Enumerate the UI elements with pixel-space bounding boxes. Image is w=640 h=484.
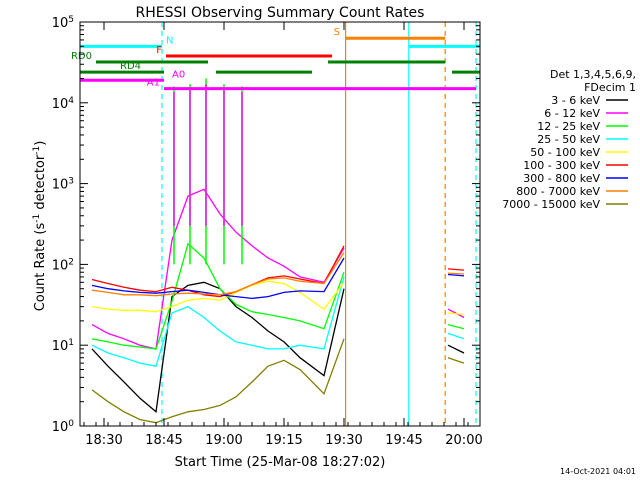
legend-label: 800 - 7000 keV (516, 185, 600, 198)
series-line (91, 280, 465, 316)
legend-header-decimation: FDecim 1 (584, 81, 636, 94)
legend-label: 7000 - 15000 keV (502, 198, 600, 211)
legend-label: 25 - 50 keV (537, 133, 600, 146)
y-axis: 100 101 102 103 104 105 (52, 15, 480, 435)
flag-label: A1 (147, 78, 160, 89)
series-line (91, 252, 465, 297)
series-line (91, 338, 465, 424)
x-tick-label: 20:00 (445, 433, 482, 448)
legend-label: 50 - 100 keV (530, 146, 600, 159)
timestamp: 14-Oct-2021 04:01 (560, 467, 636, 476)
y-tick-label: 104 (52, 96, 75, 112)
x-tick-label: 18:30 (85, 433, 122, 448)
x-tick-label: 19:30 (325, 433, 362, 448)
plot-frame (79, 21, 481, 427)
x-tick-label: 19:00 (205, 433, 242, 448)
series-line (91, 242, 465, 350)
y-tick-label: 102 (52, 257, 74, 273)
y-tick-label: 105 (52, 15, 74, 31)
legend-label: 100 - 300 keV (523, 159, 600, 172)
series-line (91, 245, 465, 298)
y-tick-label: 101 (52, 338, 74, 354)
legend-label: 300 - 800 keV (523, 172, 600, 185)
series-line (91, 276, 465, 367)
legend-header-detectors: Det 1,3,4,5,6,9, (550, 68, 636, 81)
flag-label: S (334, 27, 340, 38)
y-tick-label: 103 (52, 177, 74, 193)
legend-label: 6 - 12 keV (544, 107, 600, 120)
flag-label: F (156, 45, 162, 56)
plot-area: N S F RD0 RD4 A0 A1 (71, 22, 480, 426)
flag-label: N (166, 35, 173, 46)
series-line (91, 257, 465, 300)
y-axis-label: Count Rate (s-1 detector-1) (32, 141, 48, 312)
x-axis-label: Start Time (25-Mar-08 18:27:02) (175, 455, 386, 470)
y-tick-label: 100 (52, 419, 75, 435)
chart-title: RHESSI Observing Summary Count Rates (136, 5, 425, 21)
x-tick-label: 18:45 (145, 433, 182, 448)
legend-label: 12 - 25 keV (537, 120, 600, 133)
x-tick-label: 19:45 (385, 433, 422, 448)
series-line (91, 281, 465, 414)
x-axis: 18:30 18:45 19:00 19:15 19:30 19:45 20:00 (83, 22, 483, 448)
x-tick-label: 19:15 (265, 433, 302, 448)
flag-label: RD4 (120, 61, 141, 72)
flag-label: RD0 (71, 51, 92, 62)
flag-label: A0 (172, 69, 185, 80)
legend-label: 3 - 6 keV (551, 94, 600, 107)
